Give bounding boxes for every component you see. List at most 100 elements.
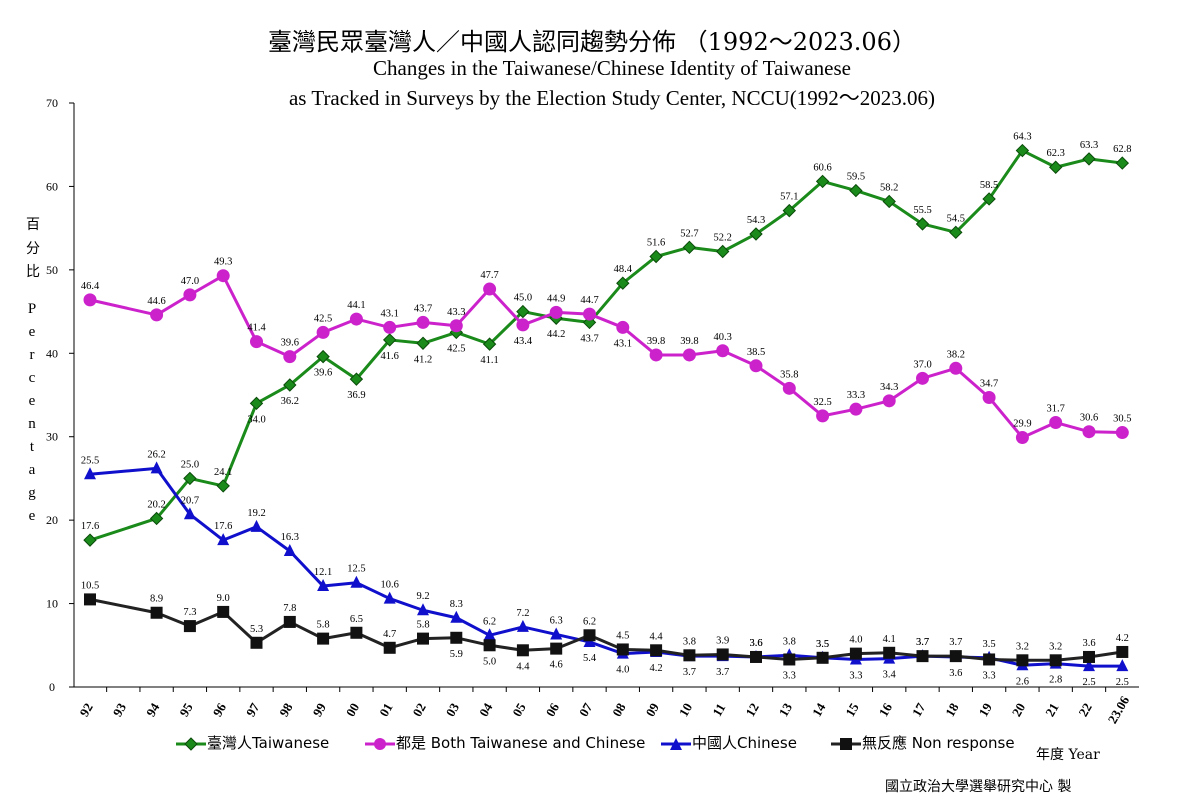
data-label: 26.2	[147, 449, 165, 460]
x-tick-label: 12	[742, 700, 761, 719]
data-point-chinese	[417, 603, 429, 616]
data-label: 58.2	[880, 182, 898, 193]
x-tick-label: 95	[176, 700, 196, 719]
data-point-both	[583, 307, 596, 321]
data-label: 3.3	[983, 670, 996, 681]
data-label: 3.3	[849, 670, 862, 681]
data-point-both	[649, 348, 663, 362]
data-point-chinese	[383, 591, 396, 604]
data-label: 3.5	[816, 639, 829, 650]
data-point-nonresponse	[816, 651, 829, 664]
data-point-taiwanese	[83, 533, 97, 547]
data-point-nonresponse	[650, 644, 663, 657]
legend-item-chinese: 中國人Chinese	[660, 732, 797, 754]
data-label: 3.8	[783, 636, 796, 647]
x-tick-label: 01	[376, 700, 395, 719]
data-point-both	[83, 293, 97, 307]
data-point-both	[916, 371, 929, 385]
legend-marker-both	[365, 737, 395, 750]
data-label: 40.3	[714, 332, 732, 343]
data-point-nonresponse	[583, 629, 596, 642]
data-point-both	[749, 359, 763, 373]
data-label: 3.7	[716, 667, 729, 678]
data-label: 6.5	[350, 614, 363, 625]
data-label: 4.2	[650, 663, 663, 674]
data-label: 41.1	[480, 355, 498, 366]
x-axis-label: 年度 Year	[1036, 747, 1100, 763]
data-label: 59.5	[847, 172, 865, 183]
data-label: 5.8	[317, 620, 330, 631]
data-point-both	[383, 320, 397, 334]
data-point-taiwanese	[482, 337, 497, 351]
data-label: 8.9	[150, 594, 163, 605]
x-tick-label: 04	[476, 700, 496, 719]
x-tick-label: 18	[942, 700, 962, 719]
x-tick-label: 02	[409, 700, 428, 719]
legend-marker-chinese	[661, 737, 691, 750]
data-point-nonresponse	[483, 639, 496, 652]
data-label: 62.8	[1113, 144, 1131, 155]
data-label: 6.3	[550, 615, 563, 626]
data-point-nonresponse	[250, 636, 263, 649]
data-label: 3.4	[883, 670, 897, 681]
data-label: 5.0	[483, 656, 496, 667]
data-label: 7.8	[283, 603, 296, 614]
data-label: 20.7	[181, 495, 199, 506]
data-point-both	[782, 381, 796, 395]
data-label: 54.3	[747, 215, 765, 226]
data-point-taiwanese	[416, 336, 430, 350]
data-point-nonresponse	[450, 631, 463, 644]
data-point-chinese	[350, 575, 363, 588]
x-tick-label: 22	[1075, 700, 1094, 719]
data-label: 4.0	[616, 665, 629, 676]
y-axis-label-en-char: g	[28, 485, 36, 501]
y-axis-label-en-char: e	[28, 324, 36, 340]
data-point-nonresponse	[750, 650, 762, 663]
data-point-taiwanese	[216, 479, 230, 493]
data-point-both	[416, 315, 430, 329]
data-point-taiwanese	[249, 396, 264, 411]
data-point-taiwanese	[782, 203, 797, 218]
data-point-both	[349, 312, 363, 326]
y-axis-label-zh-char: 比	[26, 264, 40, 280]
data-point-nonresponse	[616, 643, 629, 656]
y-tick-label: 40	[46, 346, 58, 360]
chart-title-zh: 臺灣民眾臺灣人／中國人認同趨勢分佈 （1992～2023.06）	[268, 28, 916, 56]
data-label: 60.6	[813, 162, 831, 173]
data-label: 8.3	[450, 599, 463, 610]
x-tick-label: 17	[909, 700, 929, 719]
data-label: 39.8	[680, 336, 698, 347]
data-label: 52.2	[714, 233, 732, 244]
data-point-both	[449, 319, 463, 333]
data-label: 37.0	[913, 359, 931, 370]
y-axis-label-zh-char: 百	[26, 217, 40, 233]
data-point-taiwanese	[616, 276, 630, 290]
data-label: 57.1	[780, 192, 798, 203]
data-label: 3.5	[983, 639, 996, 650]
data-point-nonresponse	[849, 647, 862, 660]
data-label: 43.3	[447, 307, 465, 318]
data-label: 43.7	[580, 333, 598, 344]
y-axis-label-en-char: a	[28, 462, 36, 478]
series-line	[89, 597, 1123, 662]
chart-title-en-line1: Changes in the Taiwanese/Chinese Identit…	[373, 56, 851, 80]
data-label: 3.3	[783, 670, 796, 681]
data-label: 3.7	[916, 637, 929, 648]
data-point-both	[882, 394, 896, 408]
data-point-nonresponse	[317, 632, 330, 645]
data-label: 2.8	[1049, 675, 1062, 686]
data-point-both	[216, 269, 230, 283]
data-point-nonresponse	[417, 632, 429, 645]
data-label: 3.7	[916, 637, 929, 648]
data-point-both	[1115, 426, 1129, 440]
x-tick-label: 21	[1042, 700, 1061, 719]
data-label: 3.8	[683, 636, 696, 647]
data-label: 3.6	[1082, 638, 1095, 649]
data-label: 25.5	[81, 455, 99, 466]
data-point-both	[682, 348, 696, 362]
data-point-taiwanese	[1115, 156, 1130, 170]
data-label: 62.3	[1047, 148, 1065, 159]
data-label: 36.9	[347, 390, 365, 401]
data-point-taiwanese	[915, 217, 930, 231]
